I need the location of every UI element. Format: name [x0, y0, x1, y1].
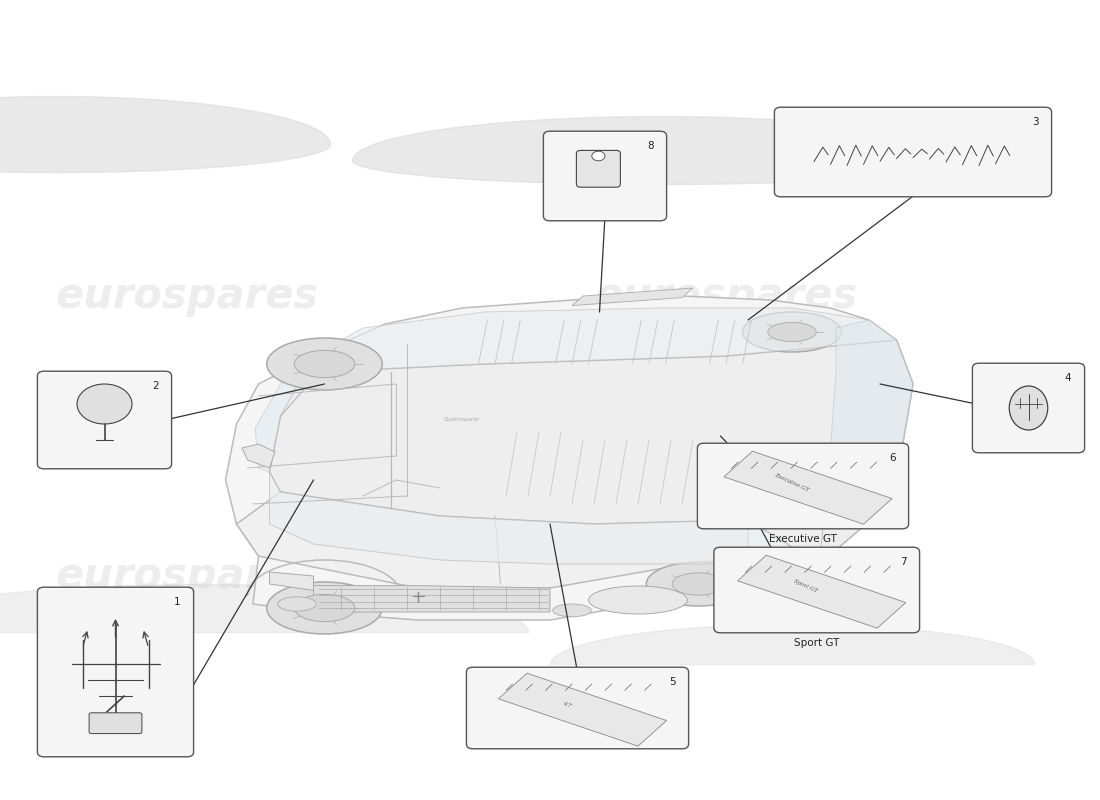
- Text: eurospares: eurospares: [55, 275, 319, 317]
- Ellipse shape: [266, 582, 383, 634]
- Text: eurospares: eurospares: [594, 275, 858, 317]
- Ellipse shape: [672, 573, 725, 595]
- Text: 4: 4: [1065, 373, 1071, 382]
- FancyBboxPatch shape: [576, 150, 620, 187]
- Polygon shape: [314, 586, 550, 612]
- Text: 4.7: 4.7: [561, 700, 572, 708]
- Polygon shape: [280, 308, 896, 416]
- Text: Executive GT: Executive GT: [769, 534, 837, 544]
- Polygon shape: [270, 472, 820, 564]
- FancyBboxPatch shape: [697, 443, 909, 529]
- Ellipse shape: [277, 597, 317, 611]
- Text: 3: 3: [1032, 117, 1038, 127]
- Polygon shape: [270, 340, 913, 564]
- FancyBboxPatch shape: [37, 371, 172, 469]
- Text: 2: 2: [152, 381, 158, 390]
- Polygon shape: [226, 296, 913, 620]
- FancyBboxPatch shape: [972, 363, 1085, 453]
- FancyBboxPatch shape: [37, 587, 194, 757]
- Polygon shape: [498, 674, 667, 746]
- Polygon shape: [724, 451, 892, 524]
- Ellipse shape: [742, 312, 842, 352]
- Text: 6: 6: [889, 453, 895, 462]
- Polygon shape: [738, 555, 905, 628]
- FancyBboxPatch shape: [543, 131, 667, 221]
- Polygon shape: [814, 320, 913, 512]
- Ellipse shape: [647, 562, 750, 606]
- FancyBboxPatch shape: [774, 107, 1052, 197]
- Text: 1: 1: [174, 597, 180, 606]
- FancyBboxPatch shape: [466, 667, 689, 749]
- Ellipse shape: [295, 594, 354, 622]
- Ellipse shape: [1010, 386, 1047, 430]
- Polygon shape: [242, 444, 275, 468]
- Polygon shape: [572, 288, 693, 306]
- Ellipse shape: [295, 350, 354, 378]
- Text: Sport GT: Sport GT: [793, 578, 818, 594]
- Ellipse shape: [552, 604, 592, 617]
- FancyBboxPatch shape: [714, 547, 920, 633]
- Ellipse shape: [588, 586, 688, 614]
- Text: 8: 8: [647, 141, 653, 151]
- FancyBboxPatch shape: [89, 713, 142, 734]
- Text: Quattroporte: Quattroporte: [444, 418, 480, 422]
- Text: 5: 5: [669, 677, 675, 686]
- Polygon shape: [255, 356, 314, 472]
- Circle shape: [77, 384, 132, 424]
- Ellipse shape: [266, 338, 383, 390]
- Text: Sport GT: Sport GT: [794, 638, 839, 648]
- Ellipse shape: [768, 322, 816, 342]
- Circle shape: [592, 151, 605, 161]
- Text: eurospares: eurospares: [55, 555, 319, 597]
- Text: 7: 7: [900, 557, 906, 566]
- Text: eurospares: eurospares: [594, 555, 858, 597]
- Polygon shape: [236, 492, 748, 588]
- Polygon shape: [820, 486, 852, 508]
- Text: Executive GT: Executive GT: [774, 472, 810, 492]
- Polygon shape: [270, 572, 314, 590]
